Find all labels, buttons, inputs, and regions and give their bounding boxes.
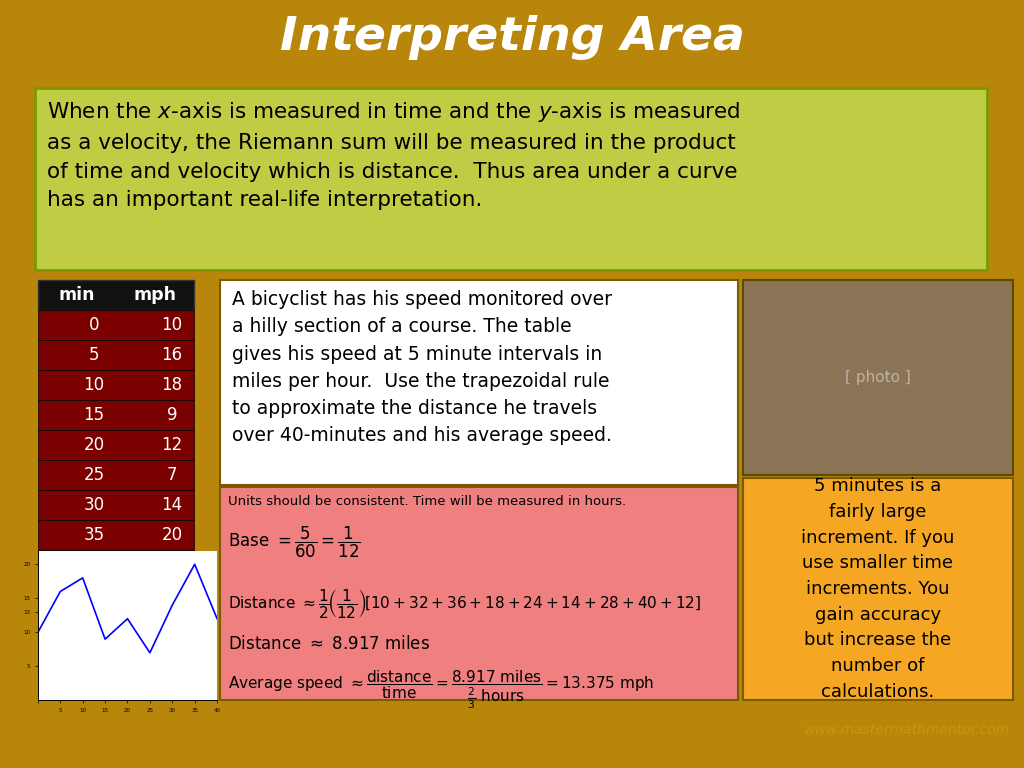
Text: 40: 40 [84,556,104,574]
Text: [ photo ]: [ photo ] [845,370,911,385]
FancyBboxPatch shape [743,280,1013,475]
FancyBboxPatch shape [38,460,194,490]
FancyBboxPatch shape [38,370,194,400]
Text: 5: 5 [89,346,99,364]
FancyBboxPatch shape [220,280,738,485]
Text: 12: 12 [162,436,183,454]
Text: 10: 10 [84,376,104,394]
Text: Base $= \dfrac{5}{60} = \dfrac{1}{12}$: Base $= \dfrac{5}{60} = \dfrac{1}{12}$ [228,525,361,560]
Text: 12: 12 [162,556,183,574]
Text: 20: 20 [84,436,104,454]
Text: 25: 25 [84,466,104,484]
Text: 5 minutes is a
fairly large
increment. If you
use smaller time
increments. You
g: 5 minutes is a fairly large increment. I… [802,477,954,700]
Text: A bicyclist has his speed monitored over
a hilly section of a course. The table
: A bicyclist has his speed monitored over… [232,290,612,445]
Text: Interpreting Area: Interpreting Area [280,15,744,61]
FancyBboxPatch shape [38,310,194,340]
FancyBboxPatch shape [743,478,1013,700]
Text: Average speed $\approx \dfrac{\mathrm{distance}}{\mathrm{time}} = \dfrac{\mathrm: Average speed $\approx \dfrac{\mathrm{di… [228,669,654,711]
Text: 30: 30 [84,496,104,514]
FancyBboxPatch shape [35,88,987,270]
Text: Distance $\approx \dfrac{1}{2}\!\left(\dfrac{1}{12}\right)\!\left[10+32+36+18+24: Distance $\approx \dfrac{1}{2}\!\left(\d… [228,587,701,620]
Text: 0: 0 [89,316,99,334]
Text: www.mastermathmentor.com: www.mastermathmentor.com [804,723,1010,737]
Text: 15: 15 [84,406,104,424]
FancyBboxPatch shape [38,550,194,580]
FancyBboxPatch shape [220,487,738,700]
Text: 20: 20 [162,526,182,544]
Text: 35: 35 [84,526,104,544]
FancyBboxPatch shape [38,430,194,460]
FancyBboxPatch shape [38,280,194,310]
Text: 9: 9 [167,406,177,424]
FancyBboxPatch shape [38,490,194,520]
Text: mph: mph [133,286,176,304]
Text: 10: 10 [162,316,182,334]
Text: Units should be consistent. Time will be measured in hours.: Units should be consistent. Time will be… [228,495,626,508]
Text: 16: 16 [162,346,182,364]
Text: Distance $\approx$ 8.917 miles: Distance $\approx$ 8.917 miles [228,635,430,653]
Text: 18: 18 [162,376,182,394]
Text: 7: 7 [167,466,177,484]
FancyBboxPatch shape [38,400,194,430]
FancyBboxPatch shape [38,340,194,370]
Text: When the $\mathit{x}$-axis is measured in time and the $\mathit{y}$-axis is meas: When the $\mathit{x}$-axis is measured i… [47,100,740,210]
FancyBboxPatch shape [38,520,194,550]
Text: min: min [58,286,95,304]
Text: 14: 14 [162,496,182,514]
